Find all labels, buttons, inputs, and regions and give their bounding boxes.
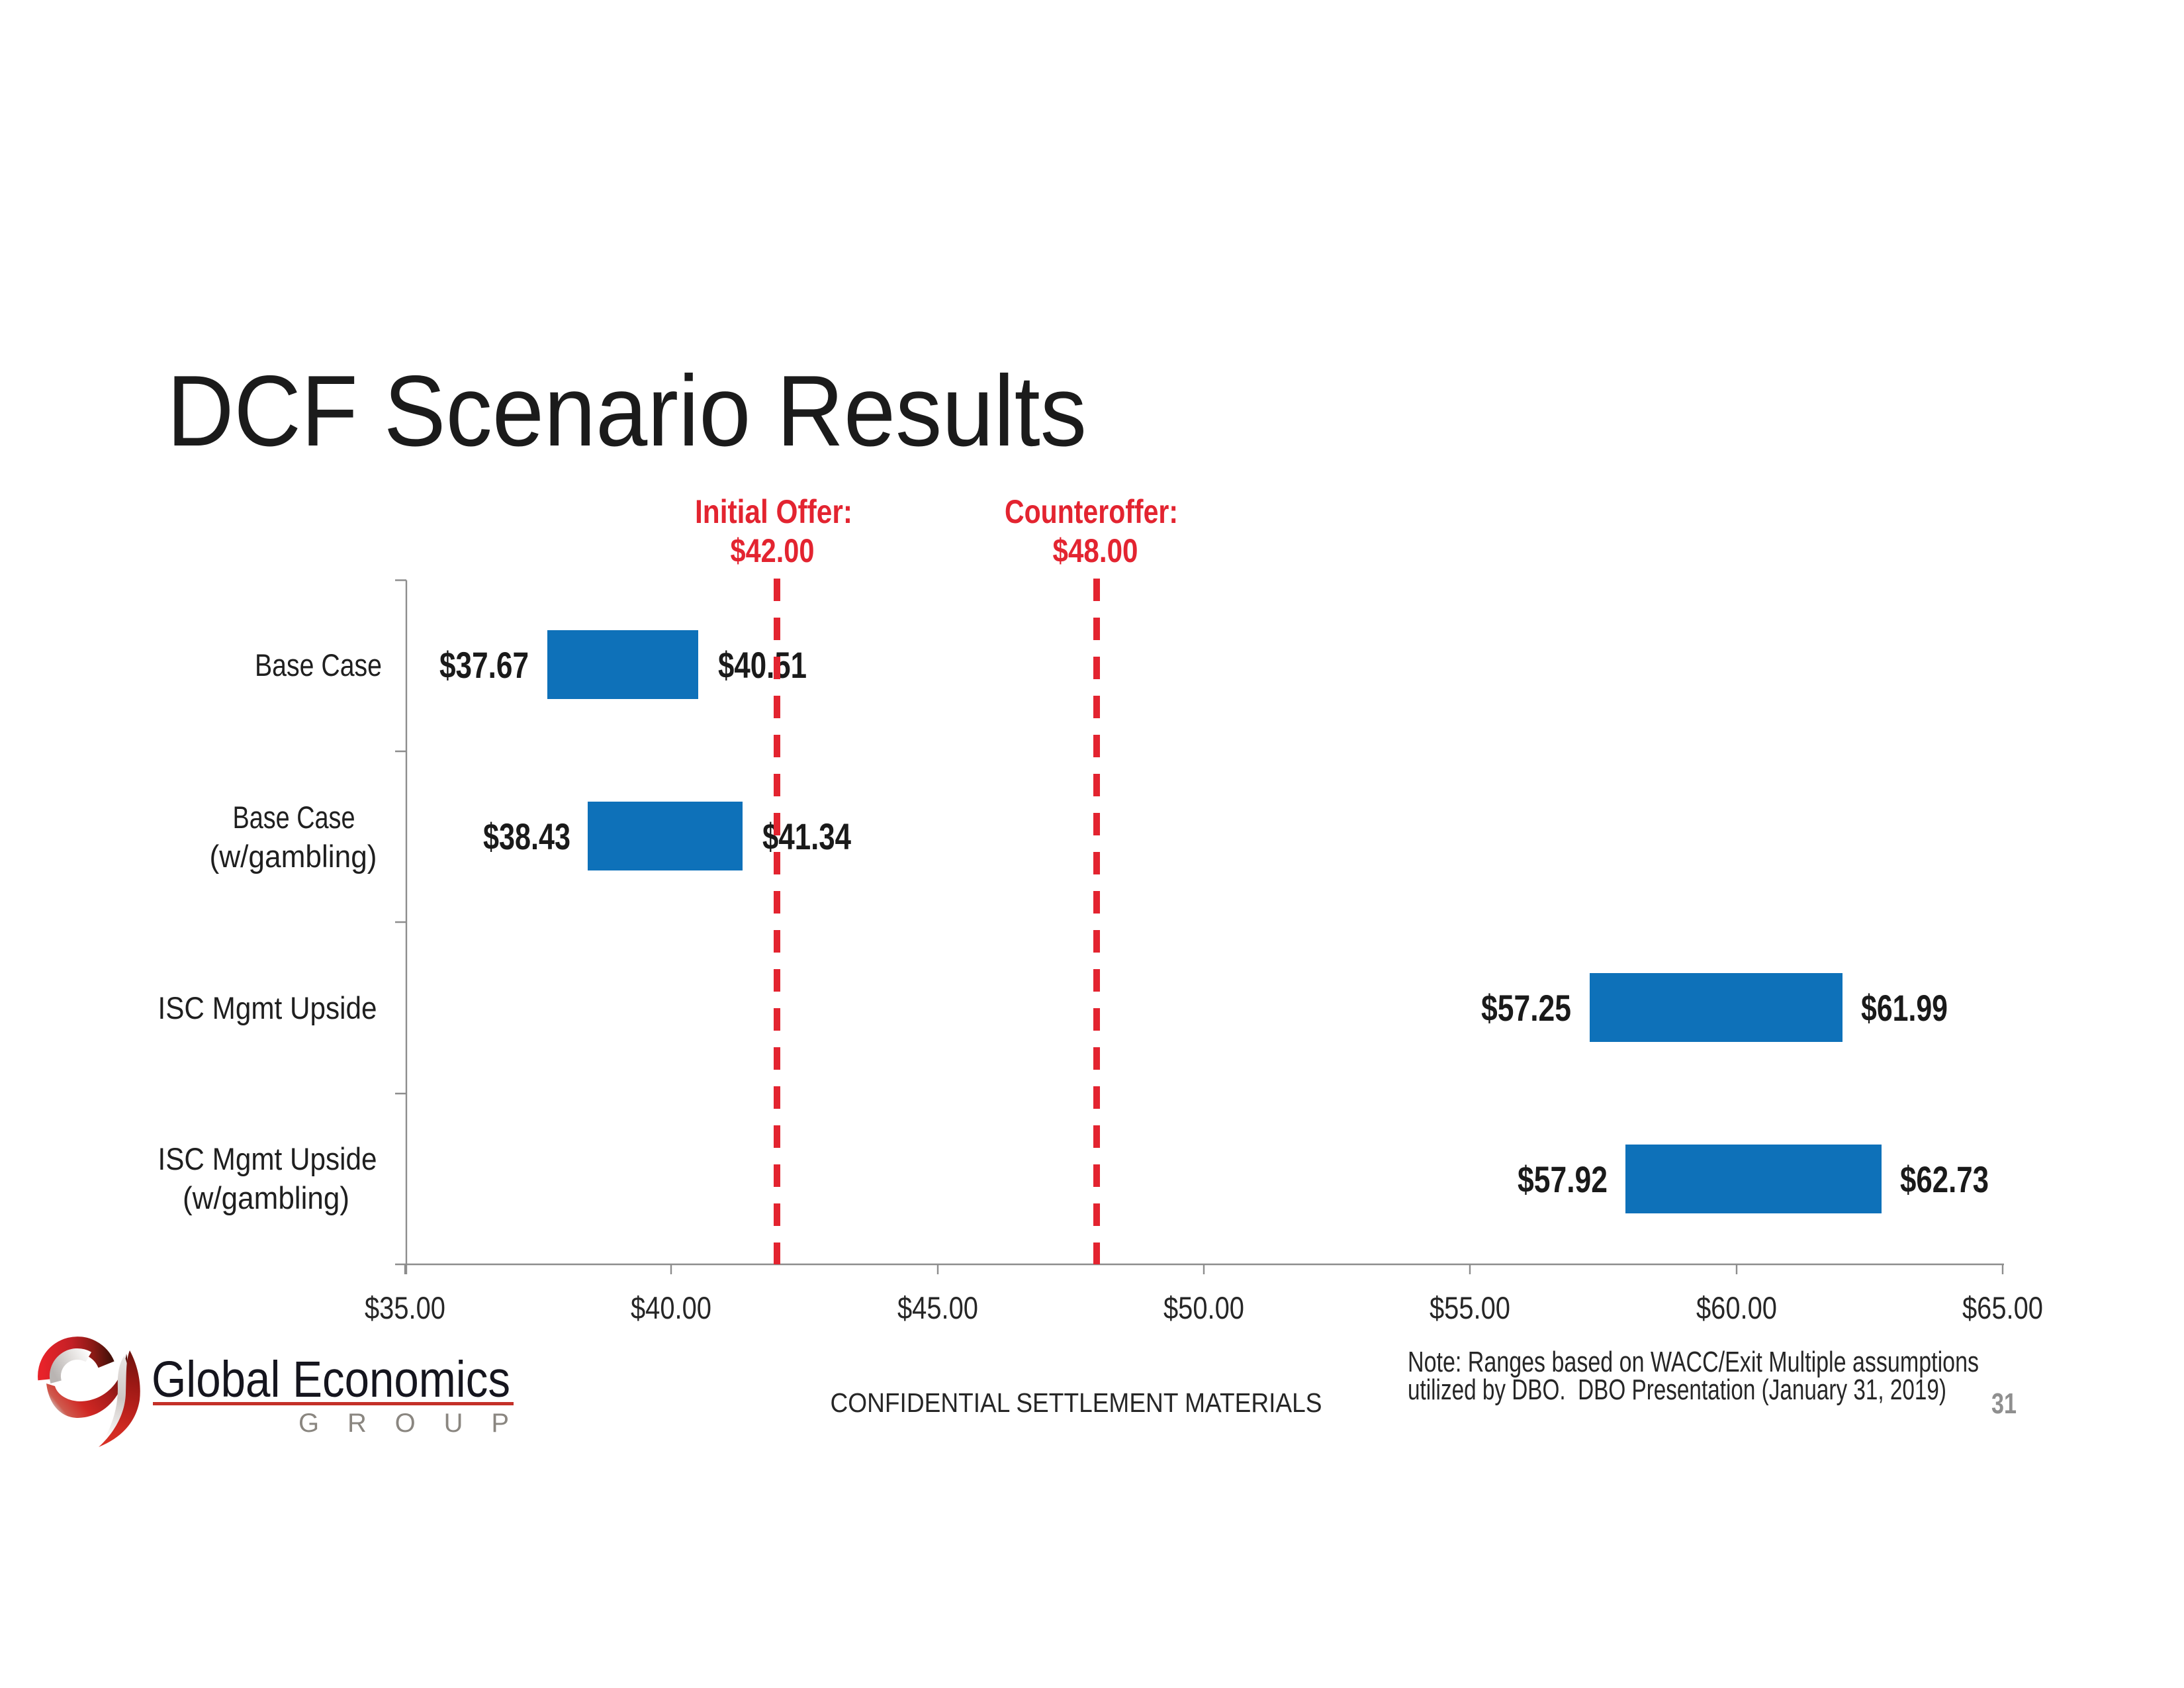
- svg-text:$55.00: $55.00: [1430, 1290, 1510, 1325]
- svg-text:$45.00: $45.00: [897, 1290, 978, 1325]
- svg-text:$38.43: $38.43: [483, 816, 570, 857]
- svg-text:Base Case: Base Case: [255, 647, 382, 682]
- svg-text:Counteroffer:: Counteroffer:: [1005, 493, 1178, 530]
- svg-text:$37.67: $37.67: [439, 644, 529, 686]
- svg-text:$40.51: $40.51: [718, 644, 807, 686]
- svg-text:$57.92: $57.92: [1518, 1158, 1608, 1200]
- svg-text:$60.00: $60.00: [1696, 1290, 1777, 1325]
- svg-text:$42.00: $42.00: [731, 532, 815, 569]
- svg-text:Note: Ranges based on WACC/Exi: Note: Ranges based on WACC/Exit Multiple…: [1408, 1346, 1979, 1378]
- svg-text:$62.73: $62.73: [1900, 1158, 1989, 1200]
- svg-text:(w/gambling): (w/gambling): [210, 839, 377, 874]
- svg-text:$57.25: $57.25: [1481, 987, 1571, 1029]
- svg-text:utilized by DBO. DBO Presenta: utilized by DBO. DBO Presentation (Janua…: [1408, 1374, 1946, 1406]
- svg-text:$40.00: $40.00: [631, 1290, 711, 1325]
- svg-text:31: 31: [1991, 1387, 2017, 1420]
- svg-text:DCF Scenario Results: DCF Scenario Results: [167, 355, 1087, 467]
- svg-text:(w/gambling): (w/gambling): [183, 1180, 349, 1215]
- svg-text:$35.00: $35.00: [365, 1290, 445, 1325]
- svg-text:Base Case: Base Case: [233, 800, 355, 835]
- svg-text:$61.99: $61.99: [1861, 987, 1948, 1029]
- svg-text:ISC Mgmt Upside: ISC Mgmt Upside: [158, 990, 377, 1025]
- svg-text:$48.00: $48.00: [1053, 532, 1138, 569]
- svg-text:Global Economics: Global Economics: [152, 1351, 510, 1408]
- svg-text:$50.00: $50.00: [1163, 1290, 1244, 1325]
- svg-text:$65.00: $65.00: [1962, 1290, 2043, 1325]
- svg-text:Initial Offer:: Initial Offer:: [695, 493, 852, 530]
- svg-text:G R O U P: G R O U P: [298, 1409, 509, 1438]
- svg-text:CONFIDENTIAL SETTLEMENT MATERI: CONFIDENTIAL SETTLEMENT MATERIALS: [831, 1387, 1322, 1418]
- svg-text:ISC Mgmt Upside: ISC Mgmt Upside: [158, 1141, 377, 1176]
